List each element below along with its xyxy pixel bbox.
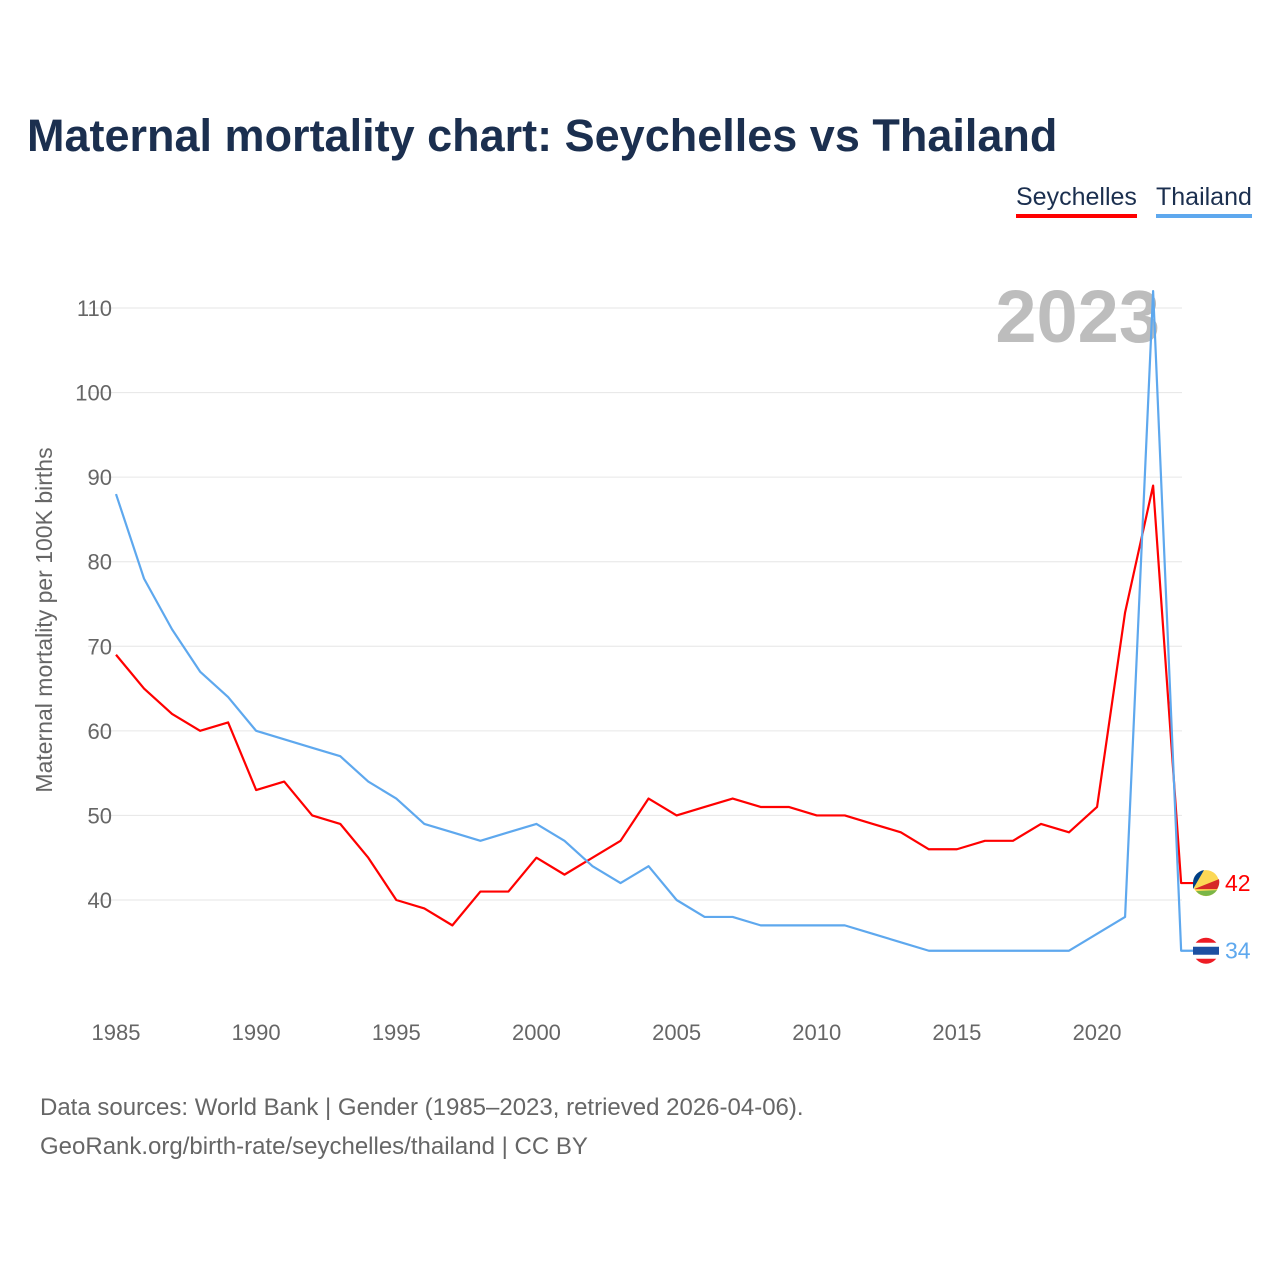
series-line-seychelles (115, 484, 1194, 927)
y-axis-label: Maternal mortality per 100K births (31, 447, 57, 792)
y-tick-label: 40 (88, 888, 112, 913)
x-tick-label: 2020 (1073, 1020, 1122, 1045)
y-tick-label: 100 (75, 381, 112, 406)
y-tick-label: 60 (88, 719, 112, 744)
legend-seychelles[interactable]: Seychelles (1016, 183, 1137, 218)
y-tick-label: 110 (77, 296, 112, 321)
source-line-1: Data sources: World Bank | Gender (1985–… (40, 1094, 804, 1121)
source-note: Data sources: World Bank | Gender (1985–… (40, 1088, 804, 1166)
x-tick-label: 2015 (932, 1020, 981, 1045)
flag-part (1193, 946, 1219, 955)
end-value-label-seychelles: 42 (1225, 870, 1251, 896)
x-tick-label: 2000 (512, 1020, 561, 1045)
y-tick-label: 80 (88, 550, 112, 575)
x-tick-label: 1995 (372, 1020, 421, 1045)
series-line-thailand (114, 289, 1194, 952)
y-tick-label: 50 (88, 803, 112, 828)
flag-part (1194, 879, 1220, 890)
x-tick-label: 2010 (792, 1020, 841, 1045)
chart-title: Maternal mortality chart: Seychelles vs … (27, 110, 1058, 161)
y-tick-label: 70 (88, 634, 112, 659)
x-tick-label: 1990 (232, 1020, 281, 1045)
end-value-label-thailand: 34 (1225, 938, 1251, 964)
x-tick-label: 2005 (652, 1020, 701, 1045)
source-line-2[interactable]: GeoRank.org/birth-rate/seychelles/thaila… (40, 1133, 588, 1160)
flag-part (1196, 890, 1217, 896)
x-tick-label: 1985 (92, 1020, 141, 1045)
year-watermark: 2023 (995, 275, 1160, 358)
y-tick-label: 90 (88, 465, 112, 490)
flag-part (1192, 870, 1204, 890)
legend-thailand[interactable]: Thailand (1156, 183, 1252, 218)
